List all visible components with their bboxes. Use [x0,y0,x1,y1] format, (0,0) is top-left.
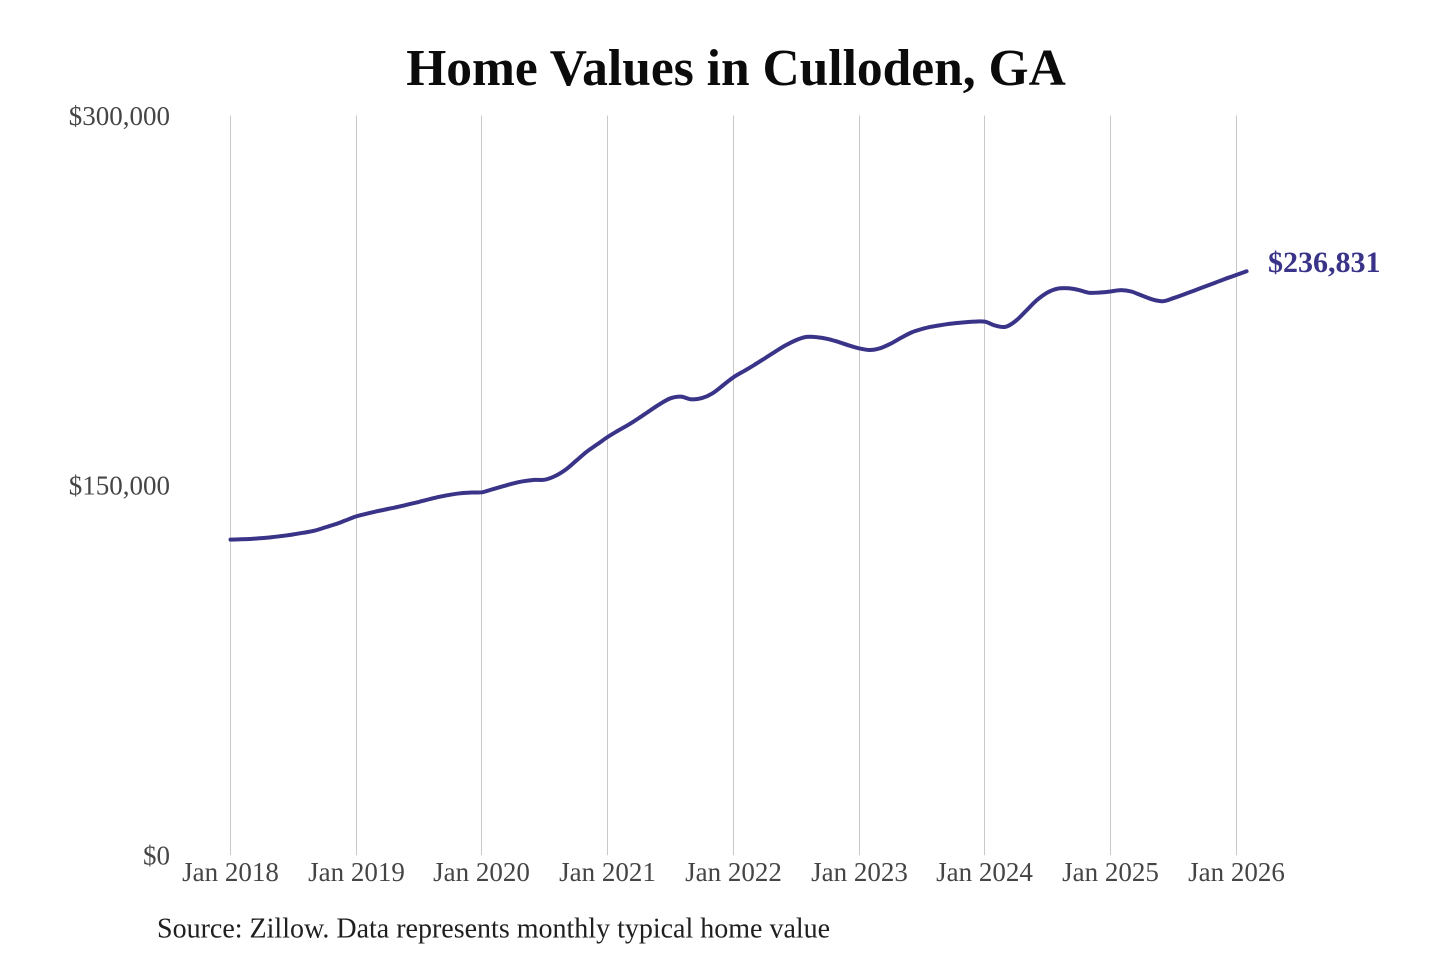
svg-text:Jan 2019: Jan 2019 [308,857,405,887]
svg-text:$0: $0 [143,840,170,870]
svg-text:Jan 2023: Jan 2023 [811,857,908,887]
svg-text:Jan 2018: Jan 2018 [182,857,279,887]
svg-text:Source: Zillow. Data represent: Source: Zillow. Data represents monthly … [157,914,830,945]
svg-text:Jan 2026: Jan 2026 [1188,857,1285,887]
svg-text:Jan 2022: Jan 2022 [685,857,782,887]
svg-text:Jan 2025: Jan 2025 [1062,857,1159,887]
svg-text:$150,000: $150,000 [69,471,170,501]
svg-text:Jan 2020: Jan 2020 [433,857,530,887]
svg-text:Jan 2024: Jan 2024 [936,857,1033,887]
svg-text:$236,831: $236,831 [1268,246,1381,279]
svg-text:Home Values in Culloden, GA: Home Values in Culloden, GA [406,40,1066,97]
svg-text:Jan 2021: Jan 2021 [559,857,656,887]
svg-text:$300,000: $300,000 [69,101,170,131]
